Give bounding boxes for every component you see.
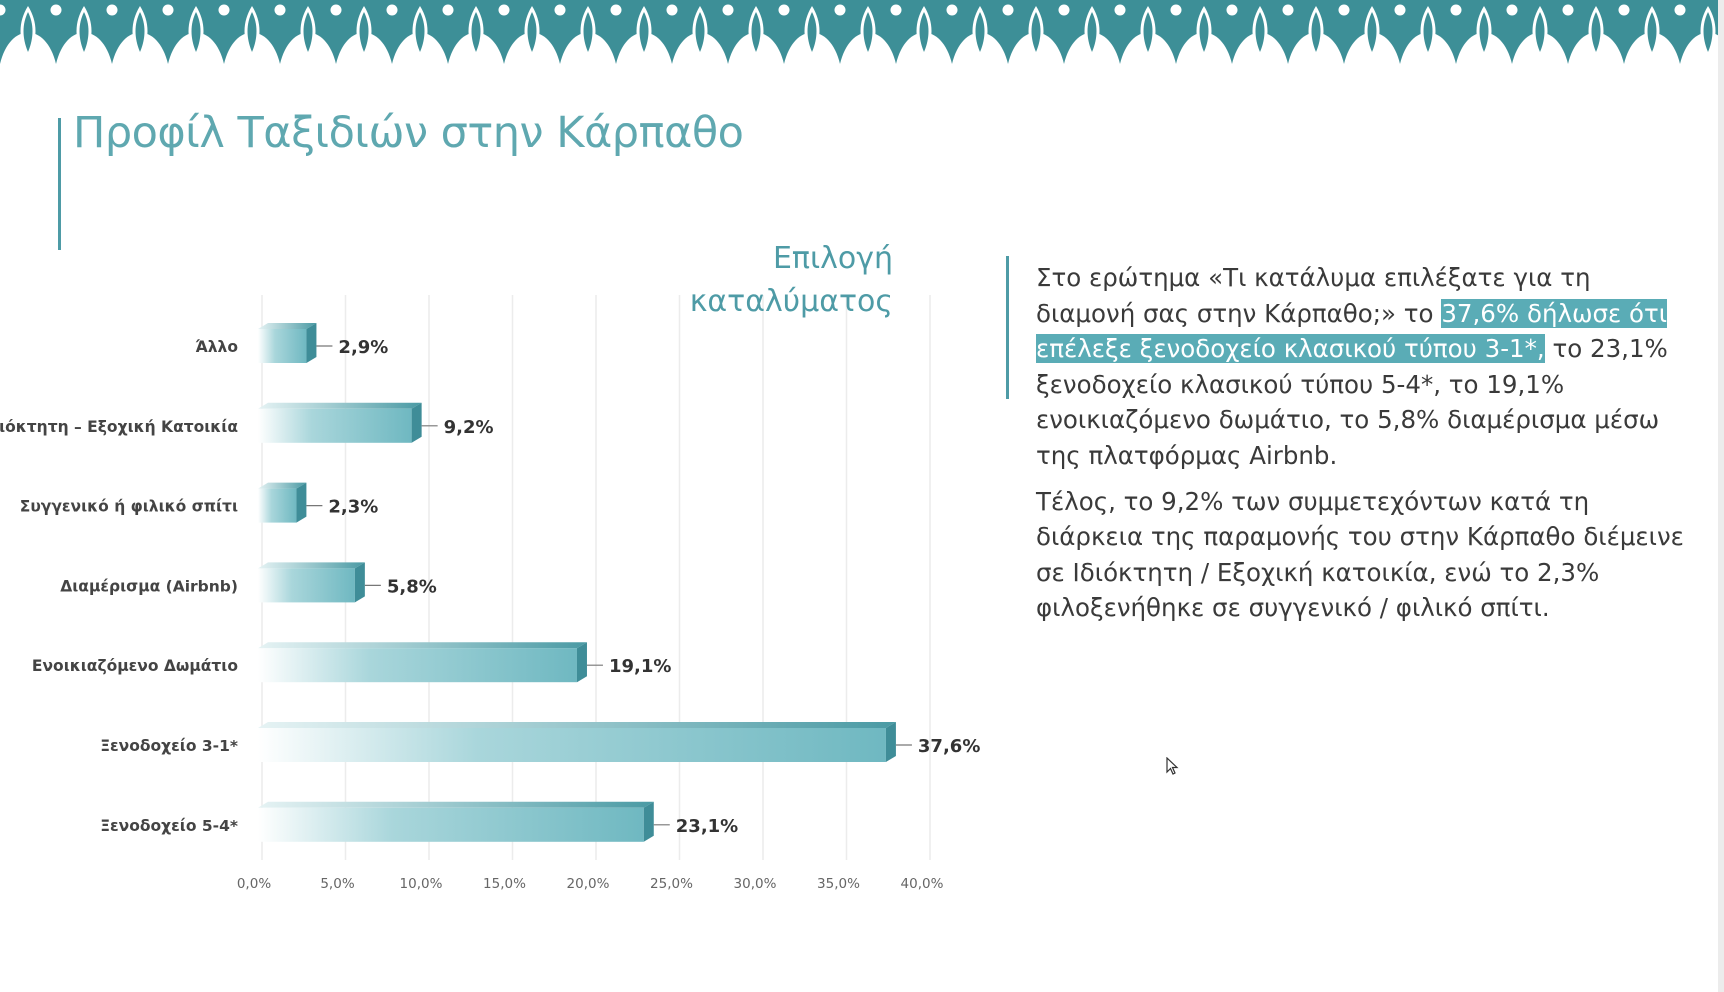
window-edge (1718, 0, 1724, 992)
x-tick-label: 5,0% (320, 876, 354, 892)
x-tick-label: 30,0% (734, 876, 777, 892)
x-tick-label: 40,0% (901, 876, 944, 892)
bar (258, 488, 297, 523)
mouse-pointer-icon (1166, 757, 1179, 775)
category-label: Ενοικιαζόμενο Δωμάτιο (32, 657, 238, 675)
bar (258, 329, 307, 363)
decorative-banner (0, 0, 1724, 64)
value-label: 5,8% (387, 576, 437, 597)
value-label: 23,1% (676, 816, 738, 837)
bar (258, 648, 577, 683)
chart-bars (258, 323, 896, 842)
x-tick-label: 35,0% (817, 876, 860, 892)
x-tick-label: 0,0% (237, 876, 271, 892)
paragraph-2: Τέλος, το 9,2% των συμμετεχόντων κατά τη… (1036, 486, 1684, 623)
bar-top-face (258, 482, 307, 489)
bar (258, 728, 886, 762)
paragraph-1-intro: Στο ερώτημα «Τι κατάλυμα επιλέξατε για τ… (1036, 263, 1591, 328)
bar (258, 568, 355, 603)
bar-side-face (354, 562, 365, 603)
value-label: 2,9% (338, 337, 388, 358)
bar-top-face (258, 642, 587, 649)
description-text: Στο ερώτημα «Τι κατάλυμα επιλέξατε για τ… (1036, 260, 1696, 636)
page-title: Προφίλ Ταξιδιών στην Κάρπαθο (73, 108, 744, 158)
category-label: Άλλο (195, 338, 238, 356)
bar-top-face (258, 323, 317, 329)
bar-side-face (411, 402, 422, 443)
value-label: 2,3% (328, 497, 378, 518)
paragraph-1-rest: το 23,1% ξενοδοχείο κλασικού τύπου 5-4*,… (1036, 334, 1668, 470)
chart-gridlines (261, 295, 931, 860)
chart-title-line-1: Επιλογή (773, 241, 893, 276)
value-label: 9,2% (444, 417, 494, 438)
bar-side-face (296, 482, 307, 523)
category-label: Διαμέρισμα (Airbnb) (60, 577, 238, 595)
bar-side-face (643, 801, 654, 842)
bar-side-face (576, 642, 587, 683)
bar-side-face (885, 722, 896, 762)
chart-title-line-2: καταλύματος (690, 284, 893, 319)
bar (258, 408, 412, 443)
category-label: Ξενοδοχείο 3-1* (100, 737, 238, 755)
bar (258, 807, 644, 842)
bar-side-face (306, 323, 317, 363)
paragraph-1: Στο ερώτημα «Τι κατάλυμα επιλέξατε για τ… (1036, 260, 1696, 474)
bar-top-face (258, 801, 654, 808)
category-label: Συγγενικό ή φιλικό σπίτι (20, 498, 238, 516)
bar-top-face (258, 722, 896, 728)
value-label: 19,1% (609, 656, 671, 677)
x-tick-label: 20,0% (567, 876, 610, 892)
x-tick-label: 10,0% (400, 876, 443, 892)
value-label: 37,6% (918, 736, 980, 757)
bar-top-face (258, 562, 365, 569)
text-accent-rule (1006, 256, 1009, 399)
chart-labels: 0,0% 5,0% 10,0% 15,0% 20,0% 25,0% 30,0% 35,0% 40… (0, 337, 980, 892)
category-label: Ξενοδοχείο 5-4* (100, 817, 238, 835)
bar-top-face (258, 402, 422, 409)
x-tick-label: 25,0% (650, 876, 693, 892)
title-accent-rule (58, 118, 61, 250)
x-tick-label: 15,0% (483, 876, 526, 892)
category-label: Ιδιόκτητη – Εξοχική Κατοικία (0, 418, 238, 436)
accommodation-bar-chart: 0,0% 5,0% 10,0% 15,0% 20,0% 25,0% 30,0% 35,0% 40… (0, 241, 980, 892)
